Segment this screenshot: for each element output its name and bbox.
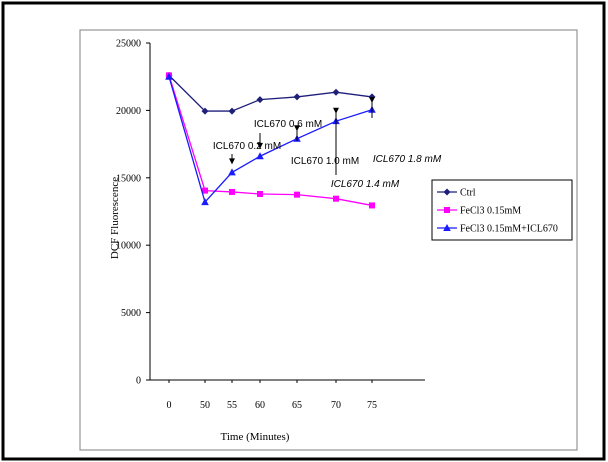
data-point-square bbox=[257, 190, 263, 197]
y-tick-label: 10000 bbox=[116, 241, 141, 252]
annotation-arrow-head bbox=[294, 125, 300, 132]
annotation-label: ICL670 1.0 mM bbox=[291, 156, 359, 167]
y-tick-label: 5000 bbox=[121, 308, 141, 319]
data-point-triangle bbox=[165, 72, 173, 80]
legend-label: FeCl3 0.15mM+ICL670 bbox=[460, 224, 558, 235]
x-tick-label: 50 bbox=[200, 400, 210, 411]
annotations: ICL670 0.2 mM ICL670 0.6 mM ICL670 1.0 mM I… bbox=[213, 96, 442, 190]
data-point-diamond bbox=[201, 107, 209, 115]
x-tick-label: 0 bbox=[167, 400, 172, 411]
data-point-triangle bbox=[256, 152, 264, 160]
y-tick-labels: 0 5000 10000 15000 20000 25000 bbox=[116, 39, 141, 387]
annotation-label: ICL670 0.6 mM bbox=[254, 119, 322, 130]
x-tick-label: 60 bbox=[255, 400, 265, 411]
y-tick-label: 0 bbox=[136, 376, 141, 387]
data-point-triangle bbox=[201, 198, 209, 206]
y-tick-label: 20000 bbox=[116, 106, 141, 117]
data-point-square bbox=[369, 202, 375, 209]
data-point-diamond bbox=[443, 188, 451, 196]
x-tick-label: 65 bbox=[292, 400, 302, 411]
x-tick-label: 70 bbox=[331, 400, 341, 411]
data-point-square bbox=[333, 195, 339, 202]
data-point-square bbox=[444, 207, 450, 213]
data-point-triangle bbox=[443, 224, 451, 231]
x-tick-labels: 0 50 55 60 65 70 75 bbox=[167, 400, 378, 411]
x-tick-label: 55 bbox=[227, 400, 237, 411]
legend-label: Ctrl bbox=[460, 188, 476, 199]
data-point-diamond bbox=[228, 107, 236, 115]
data-point-square bbox=[294, 191, 300, 198]
annotation-arrow-head bbox=[369, 96, 375, 103]
data-point-triangle bbox=[228, 168, 236, 176]
annotation-label: ICL670 1.8 mM bbox=[373, 154, 442, 165]
annotation-label: ICL670 0.2 mM bbox=[213, 141, 281, 152]
y-tick-label: 25000 bbox=[116, 39, 141, 50]
y-axis-label: DCF Fluorescence bbox=[109, 177, 121, 259]
axes bbox=[146, 42, 425, 383]
legend: Ctrl FeCl3 0.15mM FeCl3 0.15mM+ICL670 bbox=[431, 179, 573, 241]
legend-label: FeCl3 0.15mM bbox=[460, 206, 521, 217]
legend-items: Ctrl FeCl3 0.15mM FeCl3 0.15mM+ICL670 bbox=[437, 188, 558, 235]
data-point-square bbox=[202, 187, 208, 194]
data-point-diamond bbox=[332, 88, 340, 96]
y-tick-label: 15000 bbox=[116, 173, 141, 184]
x-axis-label: Time (Minutes) bbox=[221, 431, 290, 443]
data-point-diamond bbox=[256, 96, 264, 104]
data-point-diamond bbox=[293, 93, 301, 101]
annotation-arrow-head bbox=[333, 107, 339, 114]
annotation-arrow-head bbox=[229, 158, 235, 165]
data-point-square bbox=[229, 188, 235, 195]
annotation-label: ICL670 1.4 mM bbox=[331, 179, 400, 190]
x-tick-label: 75 bbox=[367, 400, 377, 411]
annotation-arrow-head bbox=[257, 142, 263, 149]
